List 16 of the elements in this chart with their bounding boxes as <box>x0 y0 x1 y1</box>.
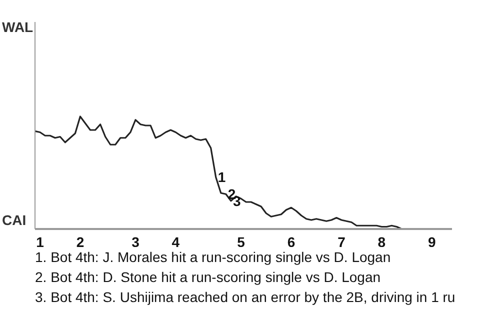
annotation: 1 <box>218 169 226 186</box>
annotation: 2 <box>228 186 236 202</box>
text: CAI <box>2 212 26 228</box>
text: 1. Bot 4th: J. Morales hit a run-scoring single vs D. Logan <box>35 249 391 265</box>
x-tick-label: 5 <box>237 234 246 250</box>
x-tick-label: 9 <box>428 234 436 250</box>
x-tick-label: 1 <box>36 234 44 250</box>
x-tick-label: 4 <box>172 234 180 250</box>
x-tick-label: 3 <box>132 234 140 250</box>
x-tick-label: 8 <box>378 234 386 250</box>
x-tick-label: 2 <box>76 234 84 250</box>
text: 2. Bot 4th: D. Stone hit a run-scoring single vs D. Logan <box>35 268 382 287</box>
text: WAL <box>2 19 34 35</box>
x-tick-label: 7 <box>338 234 346 250</box>
x-tick-label: 6 <box>287 234 296 250</box>
text: 3. Bot 4th: S. Ushijima reached on an error by the 2B, driving in 1 ru <box>35 288 456 307</box>
